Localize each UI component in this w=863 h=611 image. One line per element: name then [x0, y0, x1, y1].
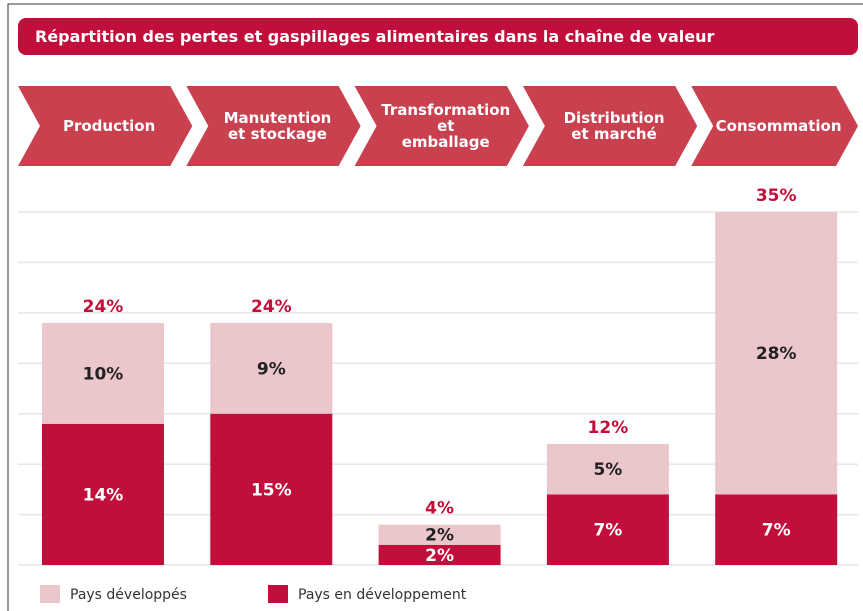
chevron: [18, 86, 193, 166]
chevron: [354, 86, 529, 166]
value-label: 2%: [425, 546, 454, 566]
legend-label: Pays développés: [70, 587, 187, 603]
value-label: 28%: [756, 344, 797, 364]
bar-segment: [378, 524, 501, 545]
legend-swatch: [268, 585, 288, 603]
chevron: [691, 86, 858, 166]
total-label: 35%: [756, 186, 797, 206]
category-label: Production: [62, 117, 156, 135]
total-label: 24%: [251, 297, 292, 317]
total-label: 4%: [425, 499, 454, 519]
value-label: 10%: [83, 364, 124, 384]
category-label: Manutention et stockage: [223, 109, 332, 143]
total-label: 24%: [83, 297, 124, 317]
legend-swatch: [40, 585, 60, 603]
total-label: 12%: [588, 418, 629, 438]
bar-segment: [546, 494, 669, 565]
value-label: 5%: [593, 460, 622, 480]
category-label: Distribution et marché: [563, 109, 665, 143]
bar-segment: [42, 423, 164, 565]
bar-segment: [210, 322, 333, 414]
value-label: 7%: [762, 521, 791, 541]
value-label: 15%: [251, 480, 292, 500]
category-label: Consommation: [715, 117, 842, 135]
value-label: 2%: [425, 526, 454, 546]
bar-segment: [715, 494, 838, 565]
frame: [7, 3, 863, 611]
value-label: 14%: [83, 485, 124, 505]
bar-segment: [378, 544, 501, 565]
bar-segment: [715, 212, 838, 495]
value-label: 9%: [257, 359, 286, 379]
value-label: 7%: [593, 521, 622, 541]
category-label: Transformation et emballage: [381, 101, 511, 151]
legend-label: Pays en développement: [298, 587, 467, 603]
chart-title: Répartition des pertes et gaspillages al…: [35, 27, 715, 46]
chevron: [522, 86, 698, 166]
chevron: [186, 86, 361, 166]
bar-segment: [546, 443, 669, 495]
bar-segment: [42, 322, 164, 424]
bar-segment: [210, 413, 333, 565]
title-bar: [18, 18, 858, 55]
